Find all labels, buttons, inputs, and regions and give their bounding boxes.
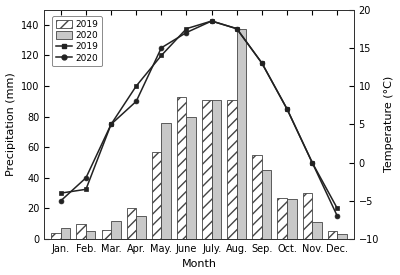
Bar [127, 208, 136, 239]
Bar [312, 222, 322, 239]
Y-axis label: Temperature (°C): Temperature (°C) [384, 76, 394, 172]
Legend: 2019, 2020, 2019, 2020: 2019, 2020, 2019, 2020 [52, 16, 102, 66]
Bar [61, 228, 70, 239]
Bar [186, 117, 196, 239]
Bar [237, 29, 246, 239]
Bar [287, 199, 296, 239]
Bar [177, 97, 186, 239]
Bar [111, 221, 121, 239]
Bar [212, 100, 221, 239]
Bar [76, 224, 86, 239]
X-axis label: Month: Month [182, 259, 216, 270]
Bar [102, 230, 111, 239]
Bar [278, 198, 287, 239]
Bar [337, 235, 347, 239]
Bar [328, 231, 337, 239]
Bar [51, 233, 61, 239]
Bar [202, 100, 212, 239]
Bar [86, 231, 96, 239]
Bar [262, 170, 272, 239]
Bar [227, 100, 237, 239]
Bar [152, 152, 161, 239]
Bar [303, 193, 312, 239]
Bar [161, 123, 171, 239]
Bar [136, 216, 146, 239]
Bar [252, 155, 262, 239]
Y-axis label: Precipitation (mm): Precipitation (mm) [6, 72, 16, 176]
